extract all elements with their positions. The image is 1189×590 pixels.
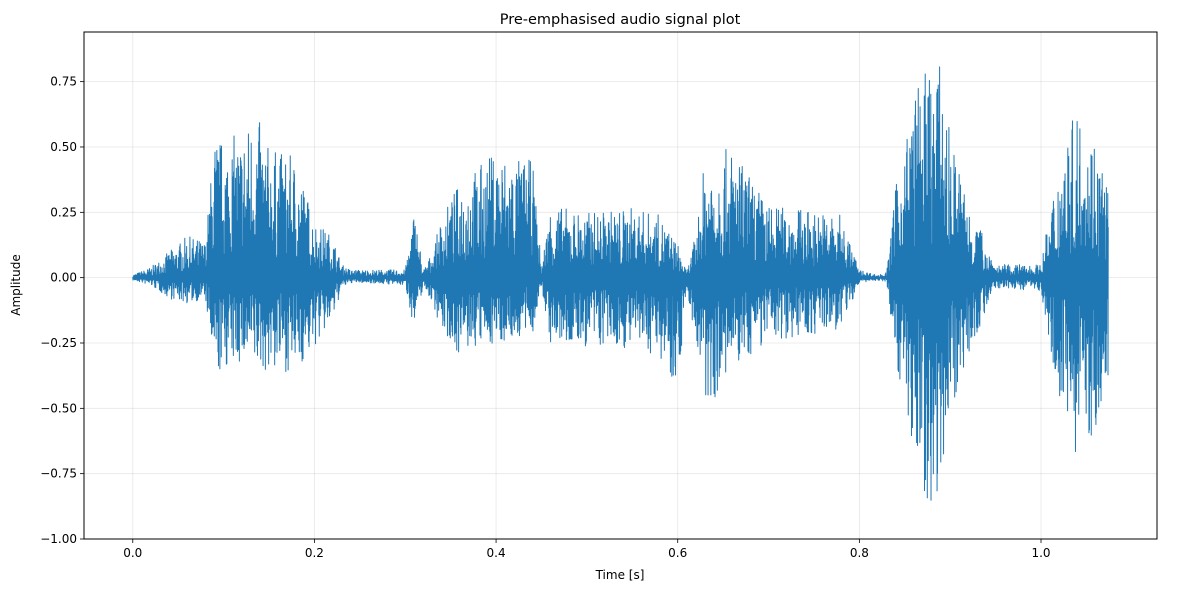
x-tick-label: 0.8	[850, 546, 869, 560]
x-tick-label: 0.6	[668, 546, 687, 560]
axes-frame	[83, 31, 1158, 540]
x-axis-title: Time [s]	[595, 568, 645, 582]
x-axis-ticks: 0.0 0.2 0.4 0.6 0.8 1.0	[123, 539, 1051, 560]
y-tick-label: −1.00	[40, 532, 77, 546]
x-tick-label: 0.4	[487, 546, 506, 560]
y-tick-label: 0.00	[50, 271, 77, 285]
plot-area	[132, 66, 1109, 501]
chart-title: Pre-emphasised audio signal plot	[500, 12, 741, 28]
y-tick-label: 0.50	[50, 140, 77, 154]
x-tick-label: 1.0	[1031, 546, 1050, 560]
y-axis-title: Amplitude	[9, 254, 23, 316]
x-tick-label: 0.2	[305, 546, 324, 560]
y-axis-ticks: −1.00 −0.75 −0.50 −0.25 0.00 0.25 0.50 0.75	[40, 75, 84, 546]
y-tick-label: 0.25	[50, 205, 77, 219]
y-tick-label: −0.25	[40, 336, 77, 350]
signal-series-line	[132, 66, 1109, 501]
y-tick-label: 0.75	[50, 75, 77, 89]
y-tick-label: −0.75	[40, 467, 77, 481]
x-tick-label: 0.0	[123, 546, 142, 560]
y-tick-label: −0.50	[40, 401, 77, 415]
